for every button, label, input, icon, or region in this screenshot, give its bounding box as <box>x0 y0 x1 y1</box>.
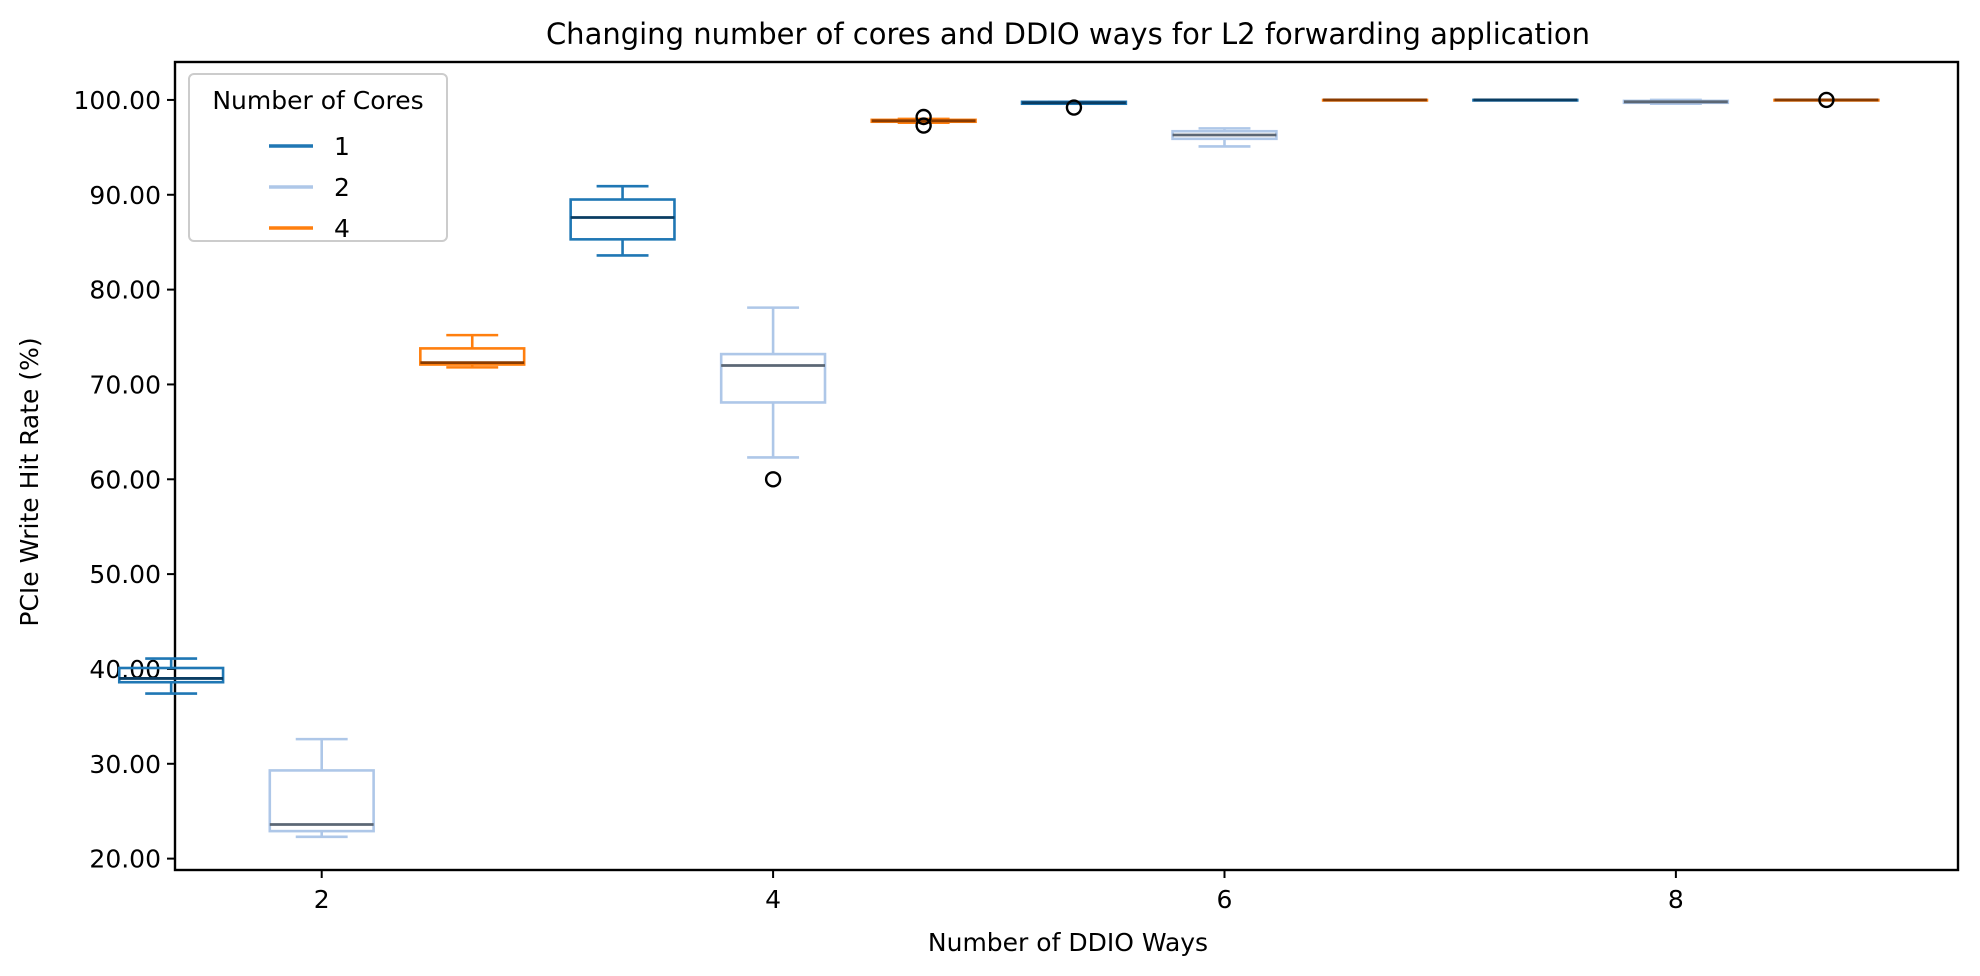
outlier-point <box>764 471 782 488</box>
legend-frame <box>188 73 448 242</box>
box-body <box>419 347 526 366</box>
y-tick-label: 50.00 <box>89 560 161 589</box>
plot-area: 20.0030.0040.0050.0060.0070.0080.0090.00… <box>74 60 1960 914</box>
legend-entry-label: 2 <box>334 173 350 202</box>
box-body <box>117 666 225 684</box>
y-axis-label: PCIe Write Hit Rate (%) <box>15 337 44 626</box>
box-plot <box>719 306 827 488</box>
box-plot <box>1020 99 1128 116</box>
y-tick-label: 20.00 <box>89 845 161 874</box>
y-tick-label: 70.00 <box>89 370 161 399</box>
series-4 <box>419 91 1880 369</box>
box-plot <box>1472 98 1579 102</box>
legend-entry-label: 1 <box>334 132 350 161</box>
x-axis-label: Number of DDIO Ways <box>928 928 1208 957</box>
x-tick-label: 6 <box>1217 885 1233 914</box>
box-plot <box>419 333 526 369</box>
axes-frame <box>173 60 1960 872</box>
y-tick-label: 60.00 <box>89 465 161 494</box>
legend: Number of Cores 1 2 4 <box>188 73 448 243</box>
box-plot <box>1773 91 1880 109</box>
box-plot <box>1171 127 1278 148</box>
box-plot <box>268 737 375 839</box>
chart-title: Changing number of cores and DDIO ways f… <box>546 17 1590 51</box>
y-tick-label: 80.00 <box>89 276 161 305</box>
x-tick-label: 2 <box>314 885 330 914</box>
box-plot <box>1321 98 1429 102</box>
box-plot <box>870 108 977 134</box>
outlier-point <box>1065 99 1083 116</box>
legend-title: Number of Cores <box>212 86 423 115</box>
outlier-point <box>915 117 932 134</box>
y-tick-label: 100.00 <box>74 86 161 115</box>
box-plot <box>569 184 676 257</box>
series-1 <box>117 98 1579 695</box>
box-body <box>268 769 375 833</box>
outlier-point <box>1818 91 1835 109</box>
outlier-point <box>915 108 932 126</box>
box-body <box>569 198 676 241</box>
x-tick-label: 8 <box>1668 885 1684 914</box>
box-plot <box>117 657 225 695</box>
y-tick-label: 90.00 <box>89 181 161 210</box>
box-body <box>719 352 827 404</box>
series-2 <box>268 98 1730 839</box>
x-tick-label: 4 <box>765 885 781 914</box>
legend-entry-label: 4 <box>334 214 350 243</box>
y-tick-label: 30.00 <box>89 750 161 779</box>
box-plot <box>1622 98 1730 106</box>
